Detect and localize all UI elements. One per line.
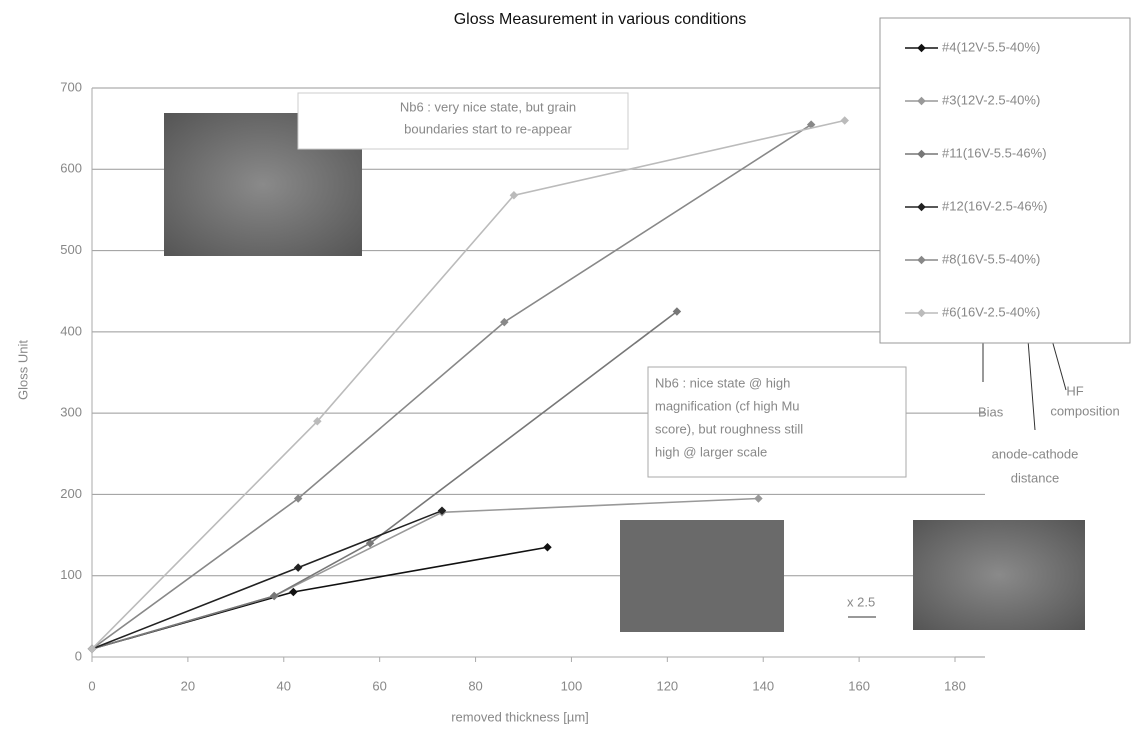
marker — [543, 543, 552, 552]
marker — [672, 307, 682, 316]
annotation: HF — [1066, 383, 1083, 398]
legend-label: #11(16V-5.5-46%) — [942, 145, 1047, 160]
legend-label: #4(12V-5.5-40%) — [942, 39, 1040, 54]
y-tick-label: 500 — [60, 242, 82, 257]
y-tick-label: 100 — [60, 567, 82, 582]
x-tick-label: 100 — [561, 678, 583, 693]
annotation: boundaries start to re-appear — [404, 121, 572, 136]
marker — [293, 563, 303, 572]
marker — [500, 317, 509, 327]
marker — [269, 591, 279, 601]
series-line — [91, 123, 812, 650]
series-line — [91, 310, 678, 650]
series-line — [91, 509, 443, 650]
annotation: Bias — [978, 404, 1004, 419]
marker — [365, 538, 375, 548]
y-axis-label: Gloss Unit — [15, 340, 30, 400]
annotation: x 2.5 — [847, 594, 875, 609]
annotation: composition — [1050, 403, 1119, 418]
x-axis-label: removed thickness [µm] — [451, 709, 589, 724]
x-tick-label: 20 — [181, 678, 195, 693]
marker — [293, 494, 303, 503]
marker — [754, 494, 763, 503]
x-tick-label: 80 — [468, 678, 482, 693]
series-line — [91, 119, 845, 650]
marker — [313, 417, 322, 426]
marker — [509, 191, 519, 200]
annotation: score), but roughness still — [655, 421, 803, 436]
x-tick-label: 160 — [848, 678, 870, 693]
annotation: distance — [1011, 470, 1059, 485]
x-tick-label: 120 — [656, 678, 678, 693]
annotation-box — [647, 366, 907, 478]
legend-marker — [917, 255, 926, 265]
photo — [913, 520, 1085, 630]
legend-label: #6(16V-2.5-40%) — [942, 304, 1040, 319]
y-tick-label: 0 — [75, 648, 82, 663]
marker — [437, 506, 447, 515]
legend-label: #8(16V-5.5-40%) — [942, 251, 1040, 266]
y-tick-label: 700 — [60, 79, 82, 94]
annotation-box — [297, 92, 629, 150]
legend-entries: #4(12V-5.5-40%) #3(12V-2.5-40%) #11(16V-5.… — [905, 39, 1048, 319]
legend-label: #12(16V-2.5-46%) — [942, 198, 1048, 213]
marker — [840, 116, 849, 125]
y-tick-label: 400 — [60, 323, 82, 338]
legend-label: #3(12V-2.5-40%) — [942, 92, 1040, 107]
x-tick-label: 40 — [277, 678, 291, 693]
annotations: Nb6 : very nice state, but grain boundar… — [400, 99, 1120, 609]
x-tick-label: 60 — [372, 678, 386, 693]
x-tick-label: 140 — [752, 678, 774, 693]
arrows — [848, 339, 1067, 618]
marker — [289, 587, 298, 597]
y-tick-label: 300 — [60, 405, 82, 420]
annotation: high @ larger scale — [655, 444, 767, 459]
chart-title: Gloss Measurement in various conditions — [454, 11, 747, 28]
annotation: magnification (cf high Mu — [655, 398, 800, 413]
annotation: Nb6 : nice state @ high — [655, 375, 790, 390]
annotation: Nb6 : very nice state, but grain — [400, 99, 576, 114]
legend — [879, 17, 1131, 344]
y-tick-label: 200 — [60, 486, 82, 501]
x-tick-label: 0 — [88, 678, 95, 693]
y-tick-label: 600 — [60, 161, 82, 176]
photo — [620, 520, 784, 632]
x-tick-label: 180 — [944, 678, 966, 693]
annotation: anode-cathode — [992, 446, 1079, 461]
legend-marker — [917, 308, 926, 318]
